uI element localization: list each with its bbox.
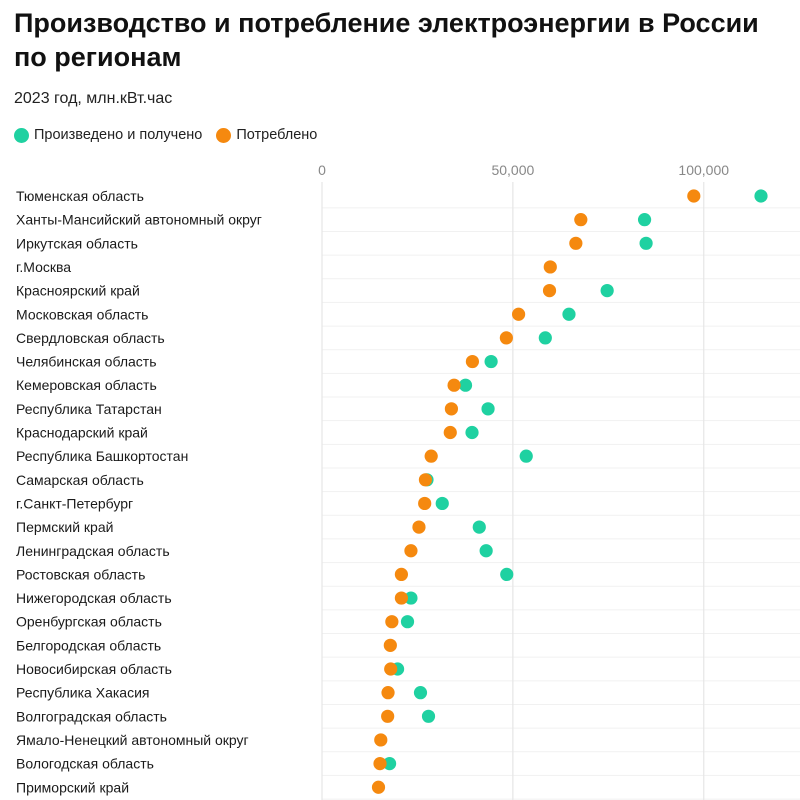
region-label: Вологодская область [16, 756, 154, 772]
dot-produced [421, 709, 436, 723]
chart-title: Производство и потребление электроэнерги… [14, 8, 759, 72]
dot-consumed [371, 780, 386, 794]
dot-consumed [574, 213, 588, 227]
dot-produced [500, 567, 514, 582]
legend-swatch-consumed [216, 127, 232, 143]
x-tick-label: 0 [318, 162, 326, 178]
dot-consumed [394, 591, 409, 605]
dot-consumed [542, 284, 557, 298]
dot-consumed [543, 260, 557, 274]
dot-consumed [511, 307, 526, 321]
region-label: Республика Хакасия [16, 685, 149, 701]
dot-produced [413, 686, 428, 700]
dot-consumed [424, 449, 438, 463]
region-label: Республика Башкортостан [16, 448, 188, 464]
dot-produced [754, 189, 768, 203]
region-label: Челябинская область [16, 354, 157, 370]
x-tick-label: 50,000 [491, 162, 534, 178]
dot-produced [472, 520, 486, 534]
region-label: Волгоградская область [16, 708, 167, 724]
dot-consumed [412, 520, 426, 534]
dot-consumed [373, 757, 387, 771]
dot-produced [538, 331, 552, 345]
region-label: Красноярский край [16, 283, 140, 299]
dot-produced [435, 496, 449, 511]
dot-consumed [443, 425, 457, 440]
region-label: г.Санкт-Петербург [16, 495, 133, 511]
dot-consumed [444, 402, 459, 416]
dot-produced [481, 402, 495, 416]
dot-produced [519, 449, 533, 463]
region-label: Ханты-Мансийский автономный округ [16, 212, 262, 228]
dot-produced [458, 378, 473, 392]
dot-consumed [465, 354, 480, 369]
dot-consumed [569, 236, 583, 250]
region-label: Ленинградская область [16, 543, 170, 559]
dot-consumed [418, 496, 432, 511]
dot-produced [639, 236, 653, 250]
chart-subtitle: 2023 год, млн.кВт.час [14, 90, 173, 107]
legend-label-produced: Произведено и получено [34, 127, 203, 143]
dot-consumed [384, 662, 398, 676]
region-label: Оренбургская область [16, 614, 162, 630]
dot-produced [562, 307, 576, 321]
region-label: Тюменская область [16, 188, 144, 204]
dot-consumed [499, 331, 513, 345]
region-label: Ямало-Ненецкий автономный округ [16, 732, 249, 748]
region-label: Приморский край [16, 779, 129, 795]
x-tick-label: 100,000 [678, 162, 729, 178]
region-label: Московская область [16, 306, 148, 322]
dot-produced [637, 213, 652, 227]
dot-consumed [404, 544, 418, 558]
legend-swatch-produced [14, 127, 29, 143]
dot-consumed [374, 733, 388, 747]
dot-consumed [687, 189, 701, 203]
dot-produced [484, 354, 498, 369]
region-label: Новосибирская область [16, 661, 172, 677]
dot-consumed [447, 378, 461, 392]
legend-item-consumed: Потреблено [216, 127, 317, 143]
dot-consumed [418, 473, 433, 487]
region-label: Иркутская область [16, 235, 138, 251]
dot-produced [479, 544, 493, 558]
region-label: г.Москва [16, 259, 71, 275]
region-label: Республика Татарстан [16, 401, 162, 417]
dot-produced [465, 425, 479, 440]
dot-consumed [381, 709, 395, 723]
dot-consumed [381, 686, 395, 700]
dot-consumed [394, 567, 409, 582]
legend-item-produced: Произведено и получено [14, 127, 202, 143]
dot-produced [382, 757, 397, 771]
region-label: Белгородская область [16, 637, 161, 653]
dot-produced [600, 284, 614, 298]
region-label: Нижегородская область [16, 590, 172, 606]
dot-produced [400, 615, 415, 629]
region-label: Кемеровская область [16, 377, 157, 393]
region-label: Ростовская область [16, 566, 145, 582]
dot-consumed [385, 615, 399, 629]
region-label: Краснодарский край [16, 425, 148, 441]
region-label: Пермский край [16, 519, 113, 535]
legend: Произведено и получено Потреблено [14, 127, 331, 143]
region-label: Самарская область [16, 472, 144, 488]
legend-label-consumed: Потреблено [236, 127, 318, 143]
dot-consumed [383, 638, 397, 652]
region-label: Свердловская область [16, 330, 165, 346]
dot-produced [404, 591, 418, 605]
